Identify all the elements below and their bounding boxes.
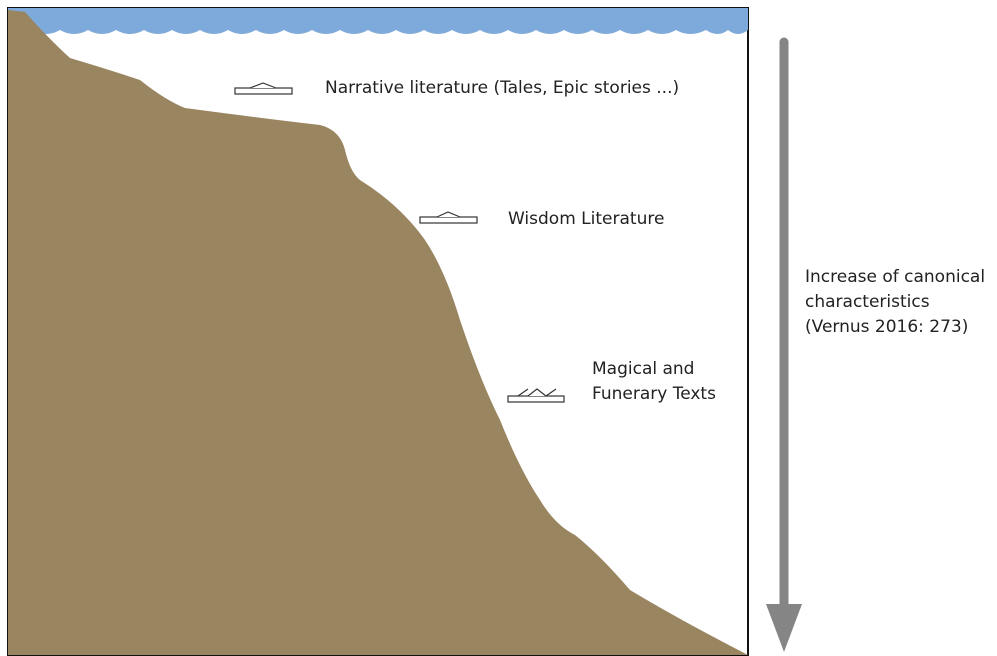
label-narrative: Narrative literature (Tales, Epic storie… xyxy=(325,78,679,98)
label-magical: Magical and xyxy=(592,359,694,379)
arrow-label: (Vernus 2016: 273) xyxy=(805,317,968,337)
label-magical: Funerary Texts xyxy=(592,384,716,404)
label-wisdom: Wisdom Literature xyxy=(508,209,664,229)
arrow-head xyxy=(766,604,802,652)
arrow-label: Increase of canonical xyxy=(805,267,985,287)
water xyxy=(8,8,748,34)
diagram: Narrative literature (Tales, Epic storie… xyxy=(0,0,997,656)
arrow-label: characteristics xyxy=(805,292,930,312)
